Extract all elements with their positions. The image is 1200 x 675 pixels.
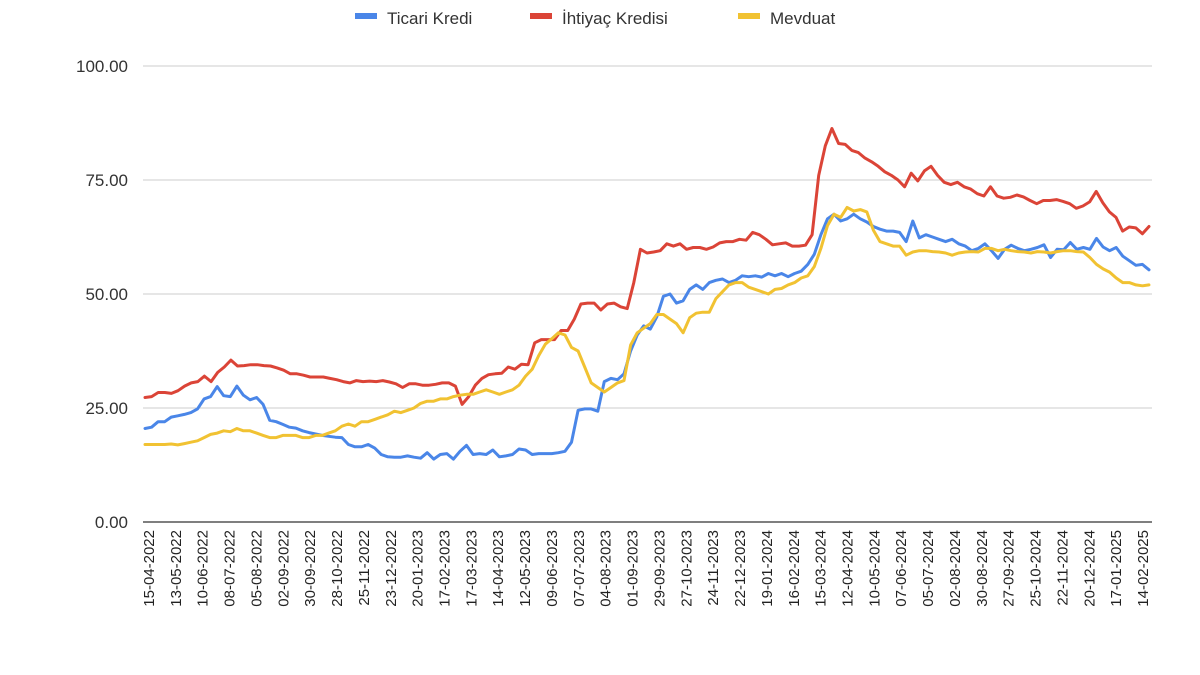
x-tick-label: 25-10-2024 <box>1028 530 1045 607</box>
series-line-3 <box>143 205 1151 447</box>
x-tick-label: 08-07-2022 <box>222 530 239 607</box>
y-tick-label: 100.00 <box>76 57 128 76</box>
x-tick-label: 12-05-2023 <box>517 530 534 607</box>
legend-label: Ticari Kredi <box>387 9 472 28</box>
x-tick-label: 02-09-2022 <box>275 530 292 607</box>
x-tick-label: 07-06-2024 <box>893 530 910 607</box>
x-tick-label: 05-08-2022 <box>248 530 265 607</box>
x-tick-label: 24-11-2023 <box>705 530 722 606</box>
x-tick-label: 22-11-2024 <box>1054 530 1071 606</box>
x-tick-label: 14-02-2025 <box>1135 530 1152 607</box>
x-tick-label: 27-09-2024 <box>1001 530 1018 607</box>
x-tick-label: 10-05-2024 <box>866 530 883 607</box>
x-tick-label: 30-08-2024 <box>974 530 991 607</box>
x-tick-label: 20-01-2023 <box>410 530 427 607</box>
gridlines <box>143 65 1152 523</box>
legend-swatch <box>355 13 377 19</box>
series-lines <box>143 127 1151 461</box>
x-tick-label: 27-10-2023 <box>678 530 695 607</box>
legend-swatch <box>738 13 760 19</box>
x-tick-label: 09-06-2023 <box>544 530 561 607</box>
x-tick-label: 13-05-2022 <box>168 530 185 607</box>
legend-item: Mevduat <box>738 9 835 28</box>
x-tick-label: 07-07-2023 <box>571 530 588 607</box>
x-tick-label: 17-01-2025 <box>1108 530 1125 607</box>
y-tick-label: 25.00 <box>85 399 128 418</box>
x-tick-label: 16-02-2024 <box>786 530 803 607</box>
x-tick-label: 17-03-2023 <box>463 530 480 607</box>
x-tick-label: 22-12-2023 <box>732 530 749 607</box>
legend-label: İhtiyaç Kredisi <box>562 9 668 28</box>
x-tick-label: 30-09-2022 <box>302 530 319 607</box>
y-tick-label: 50.00 <box>85 285 128 304</box>
x-tick-label: 05-07-2024 <box>920 530 937 607</box>
x-tick-label: 19-01-2024 <box>759 530 776 607</box>
x-tick-label: 12-04-2024 <box>839 530 856 607</box>
x-tick-label: 15-04-2022 <box>141 530 158 607</box>
legend-item: İhtiyaç Kredisi <box>530 9 668 28</box>
y-axis: 0.00 25.00 50.00 75.00 100.00 <box>76 57 128 532</box>
x-tick-label: 15-03-2024 <box>813 530 830 607</box>
x-tick-label: 17-02-2023 <box>437 530 454 607</box>
legend-item: Ticari Kredi <box>355 9 472 28</box>
x-tick-label: 23-12-2022 <box>383 530 400 607</box>
x-tick-label: 20-12-2024 <box>1081 530 1098 607</box>
y-tick-label: 0.00 <box>95 513 128 532</box>
x-axis: 15-04-2022 13-05-2022 10-06-2022 08-07-2022… <box>141 530 1152 607</box>
series-line-2 <box>143 127 1151 406</box>
x-tick-label: 02-08-2024 <box>947 530 964 607</box>
legend-label: Mevduat <box>770 9 835 28</box>
x-tick-label: 10-06-2022 <box>195 530 212 607</box>
x-tick-label: 28-10-2022 <box>329 530 346 607</box>
legend-swatch <box>530 13 552 19</box>
y-tick-label: 75.00 <box>85 171 128 190</box>
x-tick-label: 01-09-2023 <box>625 530 642 607</box>
x-tick-label: 04-08-2023 <box>598 530 615 607</box>
x-tick-label: 29-09-2023 <box>651 530 668 607</box>
x-tick-label: 14-04-2023 <box>490 530 507 607</box>
x-tick-label: 25-11-2022 <box>356 530 373 606</box>
legend: Ticari Kredi İhtiyaç Kredisi Mevduat <box>355 9 835 28</box>
